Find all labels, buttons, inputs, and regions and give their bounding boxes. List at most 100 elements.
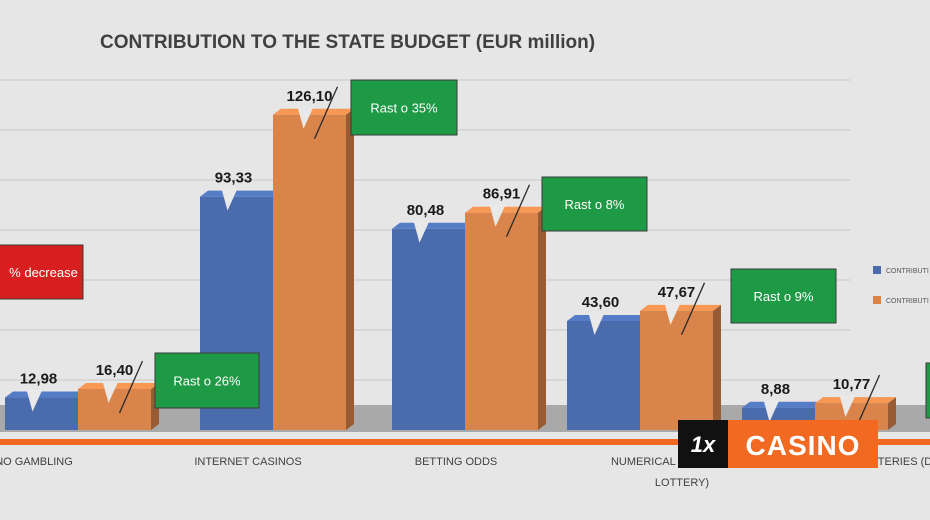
casino-logo: 1x CASINO [678,420,878,468]
bar-front [392,228,465,430]
bar-1-0 [78,383,159,430]
accent-line [0,439,930,445]
bar-1-2 [465,206,546,430]
logo-text-bg [728,420,878,468]
label-pointer [664,302,681,325]
bar-side [346,108,354,430]
label-pointer [413,220,430,243]
bar-top [273,108,354,115]
legend-label: CONTRIBUTI [886,268,929,275]
category-label-3: NUMERICAL LO [611,456,694,468]
bar-side [888,397,896,430]
chart-title: CONTRIBUTION TO THE STATE BUDGET (EUR mi… [100,32,595,53]
annotation-bg [730,268,837,324]
annotation-box-1: Rast o 26% [154,352,260,409]
leader-line [855,374,881,428]
value-label-0-4: 8,88 [761,381,790,422]
legend-label: CONTRIBUTI [886,298,929,305]
logo-text: CASINO [746,430,861,461]
bar-top [78,383,159,389]
value-label-1-1: 126,10 [287,86,339,140]
bar-0-0 [5,391,86,430]
legend-item-0: CONTRIBUTI [873,266,929,275]
category-label-1: INTERNET CASINOS [194,456,301,468]
value-label-1-2: 86,91 [483,184,531,237]
bar-1-3 [640,304,721,430]
bar-top [5,391,86,398]
bar-side [713,304,721,430]
label-pointer [221,188,238,211]
bar-0-3 [567,315,648,430]
value-text: 80,48 [407,202,445,219]
bar-front [78,389,151,430]
value-text: 126,10 [287,88,333,105]
category-label-0: NO GAMBLING [0,456,73,468]
bar-top [465,206,546,213]
legend-item-1: CONTRIBUTI [873,296,929,305]
annotation-text: % decrease [9,265,78,280]
bar-front [465,212,538,430]
bar-top [200,190,281,197]
bar-top [567,315,648,321]
value-text: 16,40 [96,362,134,379]
value-label-1-4: 10,77 [833,374,881,428]
category-labels: NO GAMBLING INTERNET CASINOS BETTING ODDS N… [0,456,930,489]
annotation-text: Rast o 9% [754,289,814,304]
annotation-bg [154,352,260,409]
category-label-3: LOTTERY) [655,477,709,489]
label-pointer [26,389,43,412]
value-label-0-0: 12,98 [20,371,58,412]
label-pointer [839,395,856,418]
value-text: 10,77 [833,376,871,393]
annotation-box-2: Rast o 35% [350,79,458,136]
label-pointer [489,204,506,227]
leader-line [313,86,339,140]
category-label-2: BETTING ODDS [415,456,498,468]
annotations: % decrease Rast o 26% Rast o 35% Rast o 8% R… [0,79,930,419]
bar-top [640,304,721,311]
value-label-1-3: 47,67 [658,282,706,336]
leader-line [505,184,531,237]
legend-swatch [873,266,881,274]
bar-front [273,114,346,430]
label-pointer [588,313,605,335]
annotation-bg [350,79,458,136]
bar-front [640,310,713,430]
bar-0-2 [392,222,473,430]
logo-mark-text: 1x [691,432,716,457]
value-text: 93,33 [215,170,253,187]
value-label-0-2: 80,48 [407,202,445,243]
bar-top [392,222,473,229]
value-label-1-0: 16,40 [96,360,144,414]
annotation-bg [0,244,84,300]
value-label-0-1: 93,33 [215,170,253,211]
annotation-text: Rast o 26% [173,374,241,389]
bar-top [742,401,823,408]
data-labels: 12,98 93,33 80,48 43,60 8,88 16,40 126,10 86,91… [20,86,881,428]
orange-divider-line [0,439,930,445]
label-pointer [763,399,780,422]
category-label-4: TERIES (D [878,456,930,468]
annotation-box-4: Rast o 9% [730,268,837,324]
value-text: 12,98 [20,371,58,388]
annotation-text: Rast o 35% [370,101,438,116]
bar-1-1 [273,108,354,430]
bar-front [5,397,78,430]
annotation-box-3: Rast o 8% [541,176,648,232]
value-text: 86,91 [483,186,521,203]
value-text: 43,60 [582,294,620,311]
annotation-text: Rast o 8% [565,197,625,212]
legend-swatch [873,296,881,304]
value-text: 47,67 [658,284,696,301]
label-pointer [297,106,314,129]
label-pointer [102,381,119,403]
leader-line [118,360,144,414]
bar-side [538,206,546,430]
annotation-box-cropped [925,362,930,419]
leader-line [680,282,706,336]
bars [5,108,896,430]
bar-front [567,321,640,430]
logo-mark-bg [678,420,728,468]
value-label-0-3: 43,60 [582,294,620,335]
